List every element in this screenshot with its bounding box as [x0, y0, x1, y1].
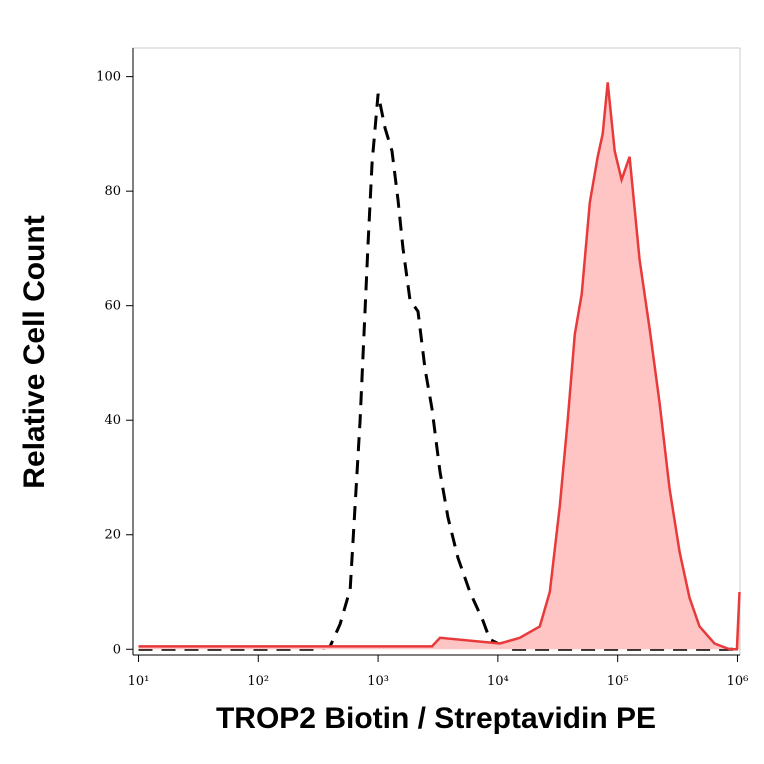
x-tick-label: 10²	[247, 674, 269, 689]
y-tick-label: 20	[104, 528, 121, 543]
x-tick-label: 10³	[367, 674, 389, 689]
y-axis-title: Relative Cell Count	[18, 215, 51, 488]
x-tick-label: 10⁵	[607, 674, 629, 689]
y-tick-label: 80	[104, 184, 121, 199]
x-tick-label: 10¹	[128, 674, 150, 689]
y-tick-label: 60	[104, 299, 121, 314]
histogram-line	[138, 82, 741, 651]
area	[138, 82, 740, 650]
y-tick-label: 40	[104, 413, 121, 428]
x-tick-label: 10⁴	[487, 674, 509, 689]
histogram-line	[138, 93, 738, 651]
y-tick-label: 100	[96, 70, 121, 85]
y-tick-label: 0	[113, 642, 121, 657]
x-axis-title: TROP2 Biotin / Streptavidin PE	[216, 702, 656, 735]
x-tick-label: 10⁶	[727, 674, 749, 689]
